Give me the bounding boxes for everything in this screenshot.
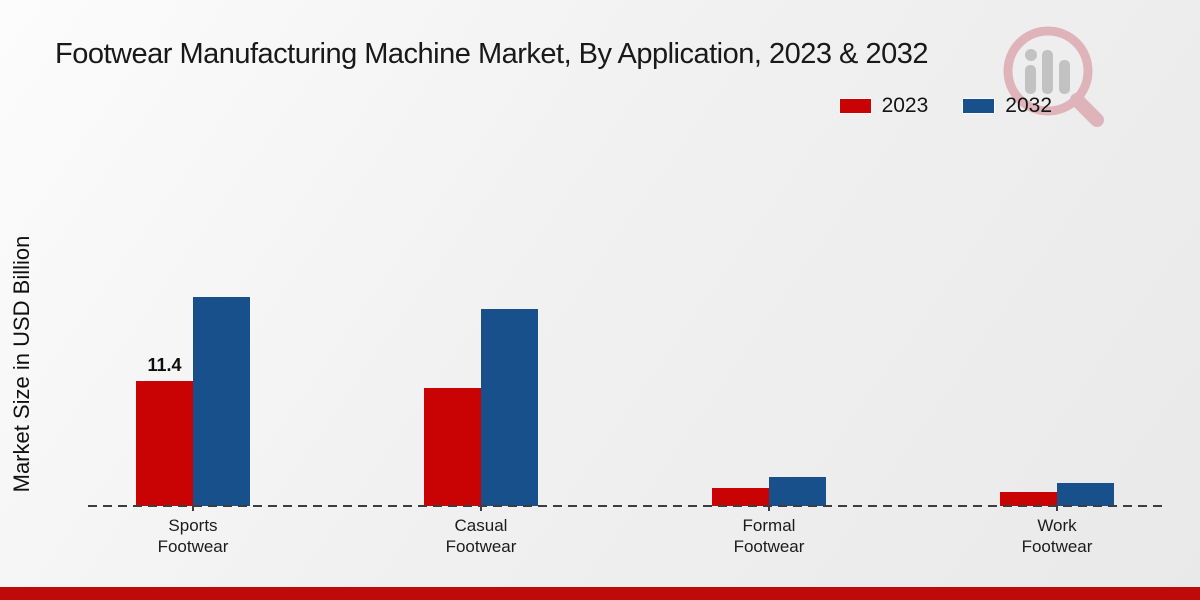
bar-2032-sports-footwear bbox=[193, 297, 250, 506]
legend-item-2023: 2023 bbox=[838, 94, 929, 118]
category-label-sports-footwear: Sports Footwear bbox=[157, 516, 229, 556]
legend-label-2032: 2032 bbox=[1005, 94, 1052, 117]
bar-value-label-sports-footwear: 11.4 bbox=[147, 355, 182, 375]
x-axis-tick-work-footwear bbox=[1056, 506, 1058, 511]
bar-2032-casual-footwear bbox=[481, 309, 538, 506]
bar-2023-work-footwear bbox=[1000, 492, 1057, 506]
legend-swatch-2023 bbox=[838, 98, 872, 114]
legend: 2023 2032 bbox=[838, 94, 1052, 118]
x-axis-tick-sports-footwear bbox=[192, 506, 194, 511]
category-label-casual-footwear: Casual Footwear bbox=[445, 516, 517, 556]
legend-item-2032: 2032 bbox=[962, 94, 1052, 118]
bar-2032-formal-footwear bbox=[769, 477, 826, 506]
category-label-formal-footwear: Formal Footwear bbox=[733, 516, 805, 556]
y-axis-label: Market Size in USD Billion bbox=[9, 235, 34, 493]
magnifier-bar-chart-logo-watermark bbox=[1003, 26, 1104, 127]
legend-label-2023: 2023 bbox=[881, 94, 929, 117]
plot-area: Sports Footwear Casual Footwear Formal Foo… bbox=[88, 140, 1163, 556]
category-label-work-footwear: Work Footwear bbox=[1021, 516, 1093, 556]
bar-2023-casual-footwear bbox=[424, 388, 481, 506]
chart-title: Footwear Manufacturing Machine Market, B… bbox=[55, 38, 928, 70]
bar-2032-work-footwear bbox=[1057, 483, 1114, 506]
x-axis-baseline bbox=[88, 505, 1163, 507]
bar-2023-formal-footwear bbox=[712, 488, 769, 506]
bar-2023-sports-footwear bbox=[136, 381, 193, 506]
footer-accent-bar bbox=[0, 587, 1200, 600]
x-axis-tick-formal-footwear bbox=[768, 506, 770, 511]
legend-swatch-2032 bbox=[962, 98, 996, 114]
x-axis-tick-casual-footwear bbox=[480, 506, 482, 511]
